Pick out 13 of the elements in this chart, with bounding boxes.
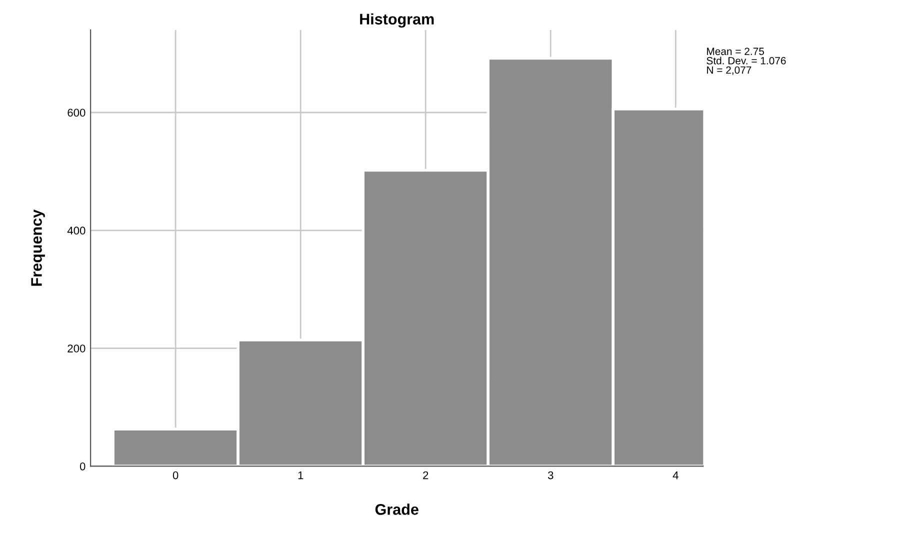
x-tick-label: 2 (423, 471, 428, 480)
x-tick-label: 1 (298, 471, 304, 480)
x-axis-title: Grade (375, 504, 418, 515)
chart-title: Histogram (360, 13, 434, 28)
text: Mean = 2.75 Std. Dev. = 1.076 N = 2,077 (706, 48, 786, 75)
y-axis-title: Frequency (31, 210, 45, 286)
x-tick-label: 0 (172, 471, 178, 480)
y-tick-label: 200 (68, 344, 86, 352)
x-tick-label: 4 (672, 471, 678, 480)
y-tick-label: 400 (67, 226, 86, 235)
y-tick-label: 0 (80, 462, 86, 470)
y-tick-label: 600 (68, 108, 86, 117)
x-tick-label: 3 (548, 471, 554, 480)
